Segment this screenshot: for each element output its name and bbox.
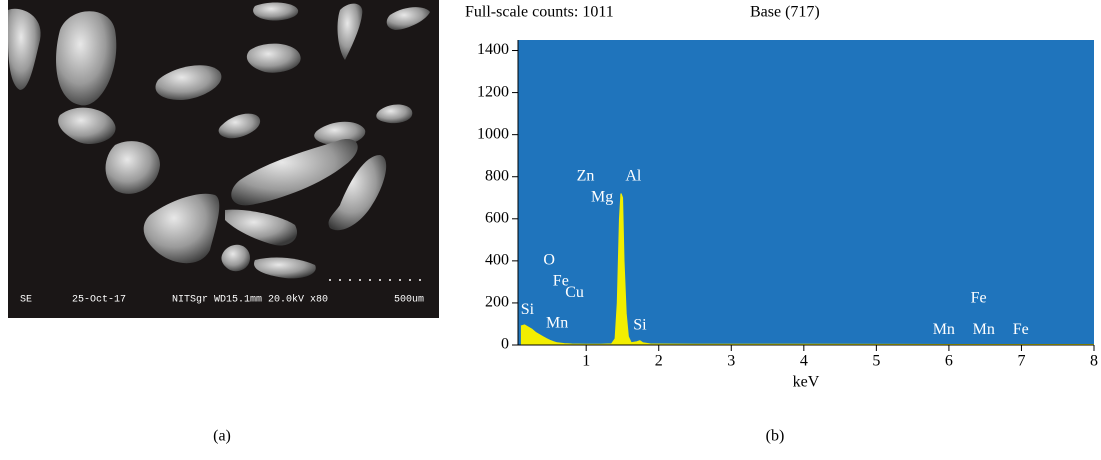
y-tick-label: 400 — [485, 252, 509, 269]
chart-header: Base (717) — [750, 4, 820, 21]
particles — [8, 2, 430, 279]
element-label: Zn — [577, 167, 595, 184]
x-tick-label: 8 — [1090, 353, 1098, 370]
y-tick-label: 1200 — [477, 83, 509, 100]
element-label: Si — [521, 301, 535, 318]
sem-info: SE — [20, 295, 32, 306]
x-axis-label: keV — [793, 374, 820, 391]
plot-background — [518, 40, 1094, 345]
sem-info: 25-Oct-17 — [72, 295, 126, 306]
y-tick-label: 1400 — [477, 41, 509, 58]
caption: (a) — [213, 428, 231, 445]
element-label: Fe — [1013, 321, 1029, 338]
x-tick-label: 6 — [945, 353, 953, 370]
y-tick-label: 600 — [485, 209, 509, 226]
element-label: O — [543, 252, 555, 269]
sem-info: NITSgr WD15.1mm 20.0kV x80 — [172, 294, 328, 306]
x-tick-label: 3 — [727, 353, 735, 370]
sem-info: 500um — [394, 295, 424, 306]
y-tick-label: 1000 — [477, 125, 509, 142]
chart-header: Full-scale counts: 1011 — [465, 4, 614, 21]
caption: (b) — [766, 428, 785, 445]
sem-image: SE 25-Oct-17 NITSgr WD15.1mm 20.0kV x80 … — [8, 0, 439, 318]
element-label: Fe — [971, 289, 987, 306]
element-label: Si — [633, 317, 647, 334]
element-label: Mn — [546, 315, 568, 332]
x-tick-label: 4 — [800, 353, 808, 370]
element-label: Cu — [565, 284, 584, 301]
sem-scale-dots — [329, 279, 421, 281]
y-tick-label: 200 — [485, 294, 509, 311]
y-tick-label: 0 — [501, 336, 509, 353]
y-tick-label: 800 — [485, 167, 509, 184]
x-tick-label: 1 — [582, 353, 590, 370]
spectrum-line — [520, 193, 1094, 346]
x-tick-label: 7 — [1017, 353, 1025, 370]
element-label: Mn — [973, 321, 995, 338]
element-label: Fe — [553, 273, 569, 290]
element-label: Mn — [933, 321, 955, 338]
x-tick-label: 5 — [872, 353, 880, 370]
element-label: Al — [625, 167, 642, 184]
element-label: Mg — [591, 188, 613, 205]
x-tick-label: 2 — [655, 353, 663, 370]
